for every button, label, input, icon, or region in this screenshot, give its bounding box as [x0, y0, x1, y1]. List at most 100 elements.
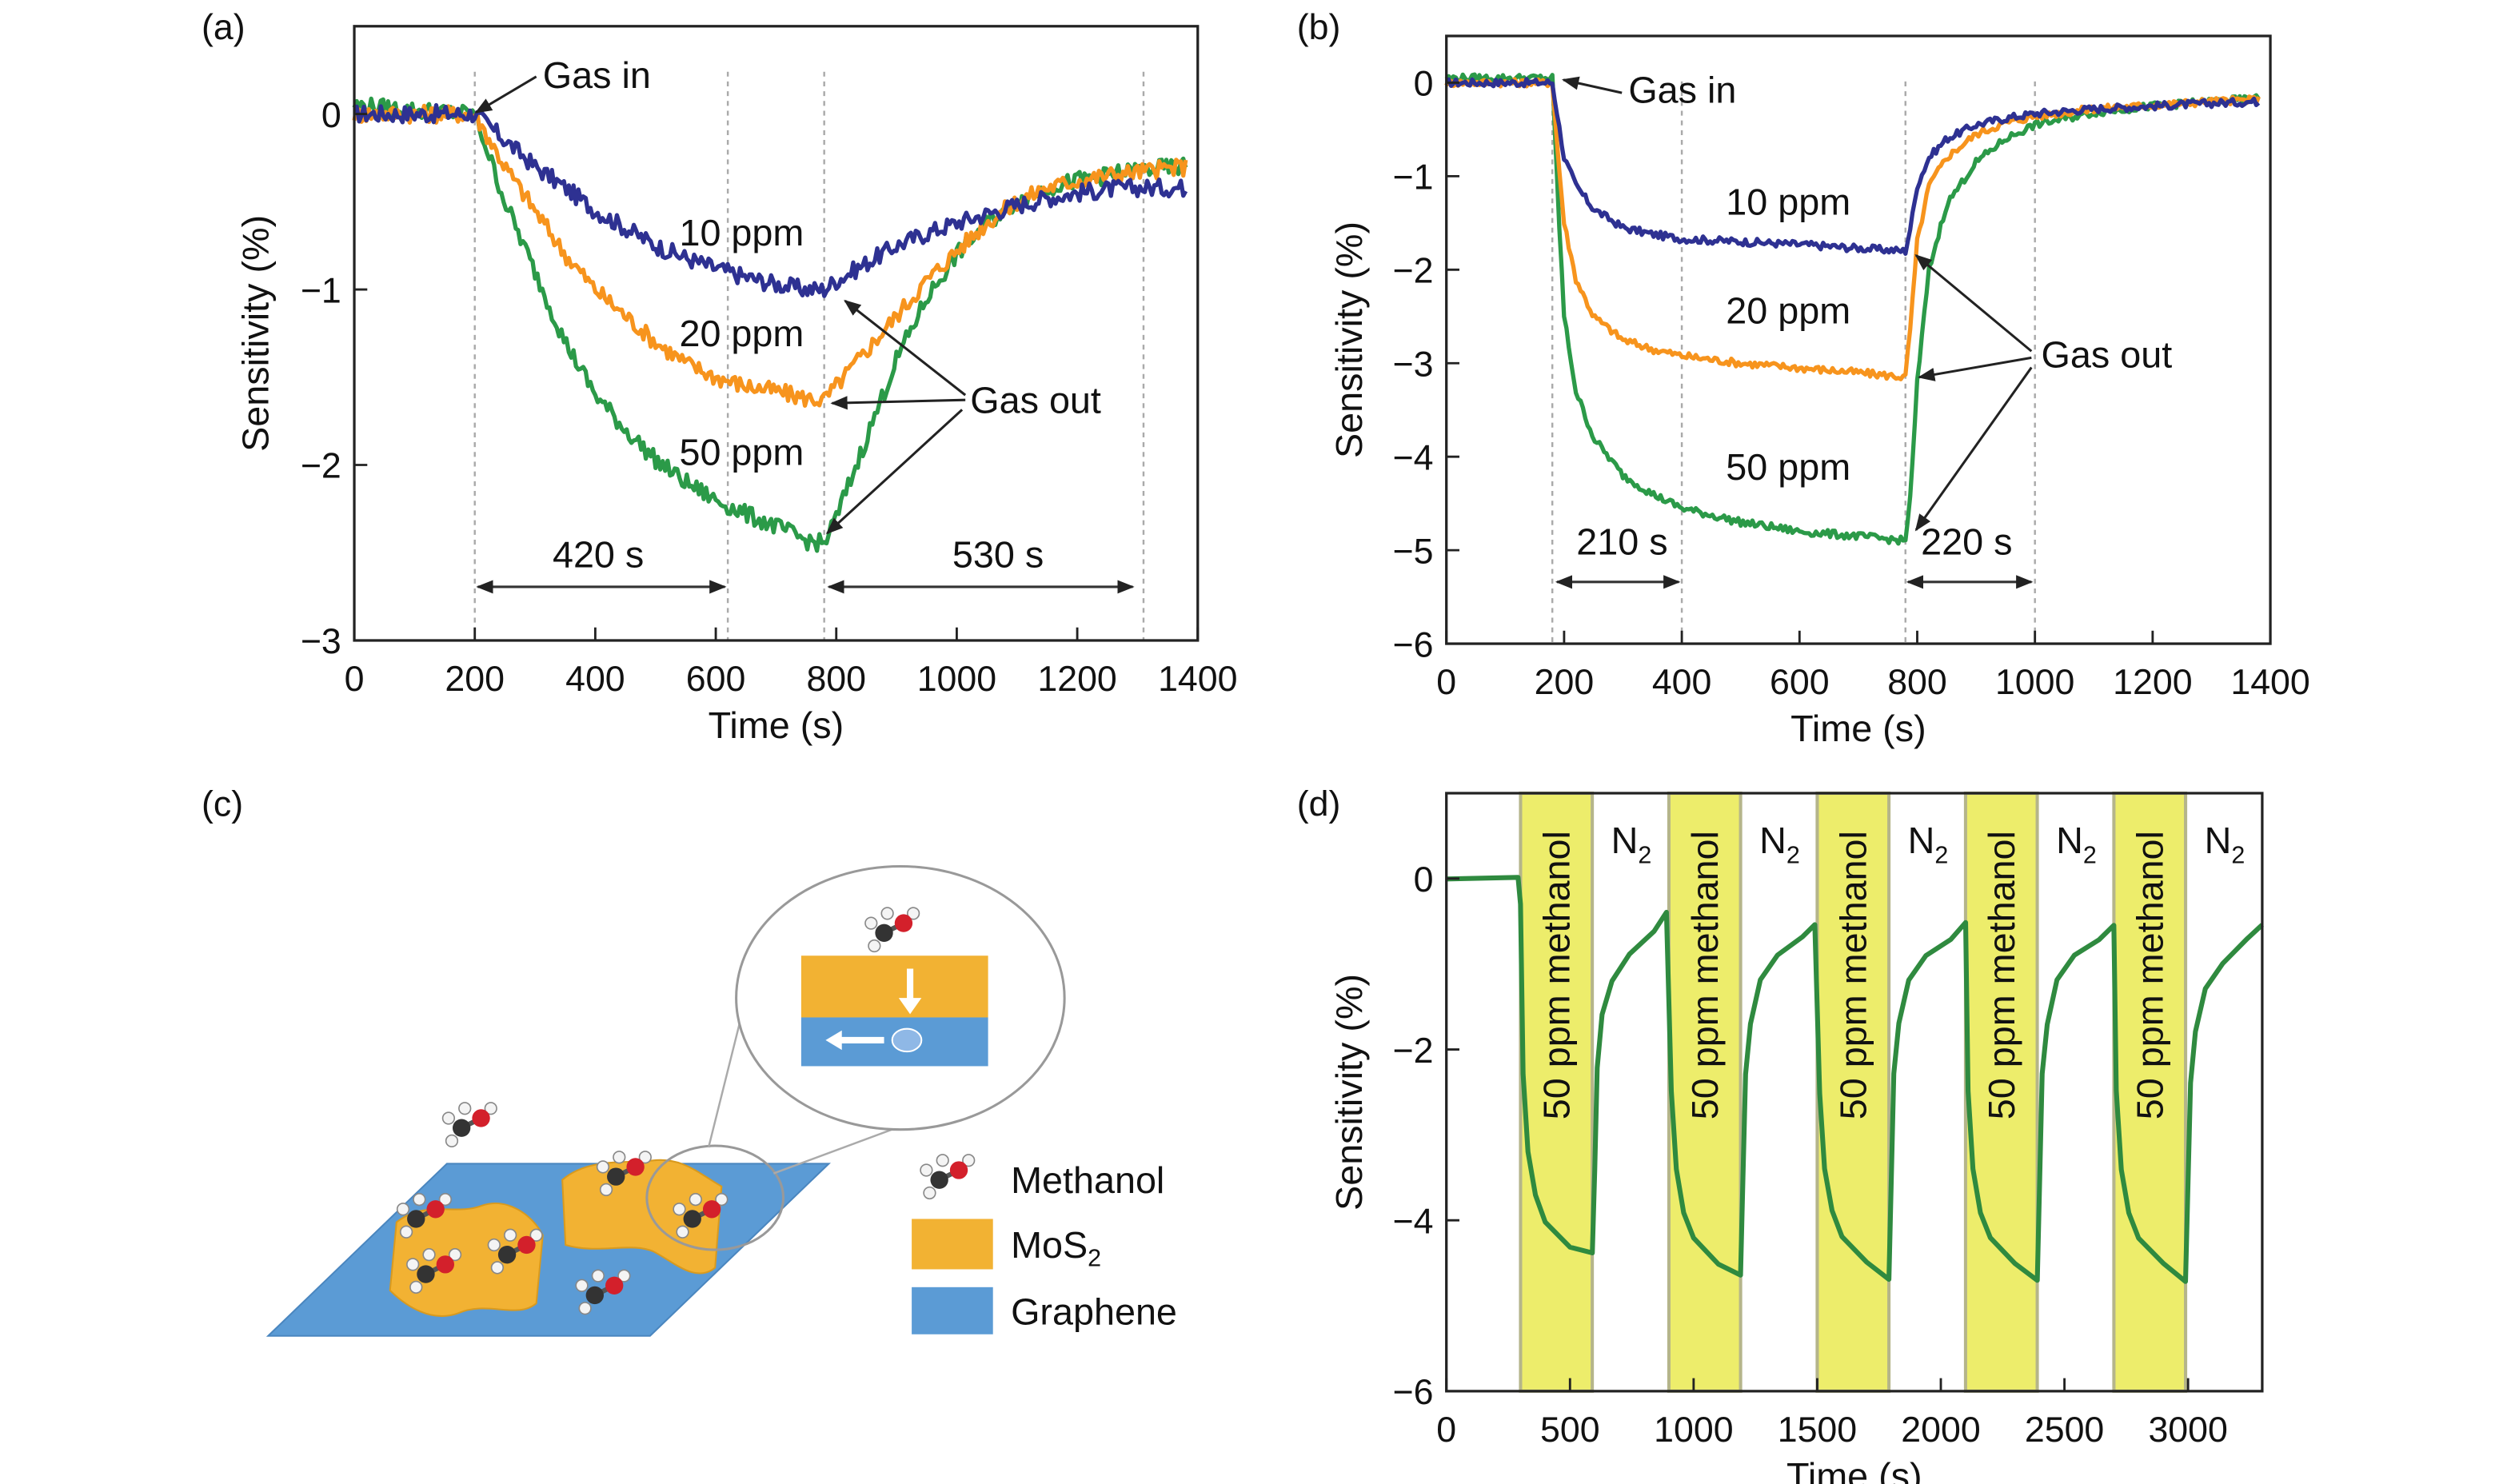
gas-out-arrow: [844, 299, 967, 397]
n2-subscript: 2: [2083, 841, 2097, 868]
carbon-atom: [417, 1265, 435, 1283]
plot-frame: [353, 25, 1200, 642]
hydrogen-atom: [413, 1192, 426, 1207]
hydrogen-atom: [689, 1192, 702, 1207]
y-tick-label: −1: [301, 271, 341, 310]
n2-subscript: 2: [1934, 841, 1948, 868]
methanol-molecule-icon: [673, 1192, 729, 1239]
annotations-b: Gas in 10 ppm 20 ppm 50 ppm Gas out 210 …: [1555, 69, 2173, 589]
hydrogen-atom: [438, 1192, 452, 1207]
n2-label: N2: [1908, 820, 1949, 868]
y-tick-label: 0: [321, 96, 341, 135]
hydrogen-atom: [868, 939, 881, 953]
x-tick-label: 2500: [2025, 1410, 2104, 1450]
y-tick-label: 0: [1414, 860, 1434, 900]
legend-label-mos2: MoS2: [1011, 1224, 1101, 1271]
x-tick-label: 1400: [1158, 660, 1237, 699]
x-tick-label: 1000: [1654, 1410, 1733, 1450]
x-tick-label: 1500: [1778, 1410, 1857, 1450]
gas-out-arrow: [1914, 253, 2033, 353]
panel-label-b: (b): [1297, 8, 1341, 47]
methanol-molecules: [396, 907, 920, 1315]
hydrogen-atom: [591, 1269, 605, 1283]
duration-label: 530 s: [952, 534, 1044, 576]
n2-text: N: [1759, 820, 1786, 861]
label-50ppm: 50 ppm: [1726, 446, 1850, 488]
y-tick-label: −4: [1392, 438, 1433, 477]
methanol-molecule-icon: [487, 1228, 543, 1275]
hydrogen-atom: [406, 1258, 420, 1271]
hydrogen-atom: [864, 916, 878, 930]
y-axis-label: Sensitivity (%): [1328, 221, 1370, 458]
panel-label-d: (d): [1297, 784, 1341, 824]
methanol-molecule-icon: [396, 1192, 452, 1239]
hydrogen-atom: [936, 1154, 949, 1167]
gas-in-arrow: [1561, 76, 1623, 94]
x-tick-label: 200: [1535, 663, 1595, 702]
hydrogen-atom: [880, 907, 894, 920]
x-tick-label: 600: [686, 660, 746, 699]
x-axis-label: Time (s): [1786, 1455, 1922, 1484]
y-tick-label: −2: [1392, 1031, 1433, 1071]
hydrogen-atom: [906, 907, 920, 920]
label-50ppm: 50 ppm: [679, 431, 804, 473]
band-label: 50 ppm methanol: [1833, 831, 1874, 1119]
series-line-50ppm: [1444, 72, 2261, 546]
plot-frame: [1445, 34, 2272, 645]
gas-in-label: Gas in: [1628, 69, 1736, 110]
gas-out-label: Gas out: [2042, 334, 2173, 376]
hydrogen-atom: [673, 1203, 686, 1216]
chart-a: 0 200 400 600 800 1000 1200 1400 0 −1 −2 −3 Time (s)…: [234, 25, 1237, 746]
y-axis-label: Sensitivity (%): [1328, 974, 1370, 1211]
x-tick-label: 1000: [917, 660, 996, 699]
panel-label-a: (a): [202, 8, 246, 47]
n2-text: N: [1611, 820, 1639, 861]
y-tick-label: −5: [1392, 532, 1433, 571]
y-tick-label: −1: [1392, 158, 1433, 197]
oxygen-atom: [894, 914, 913, 932]
carbon-atom: [407, 1210, 425, 1228]
hydrogen-atom: [396, 1203, 410, 1216]
hydrogen-atom: [422, 1248, 436, 1262]
hydrogen-atom: [441, 1111, 456, 1125]
hydrogen-atom: [613, 1151, 626, 1164]
duration-label: 420 s: [553, 534, 644, 576]
y-tick-label: −6: [1392, 625, 1433, 664]
methanol-molecule-icon: [575, 1269, 631, 1315]
oxygen-atom: [436, 1255, 455, 1274]
chart-b: 0 200 400 600 800 1000 1200 1400 0 −1 −2 −3 −4 −5 −6 Ti…: [1328, 34, 2310, 749]
x-tick-label: 2000: [1901, 1410, 1980, 1450]
zoom-region: [645, 1144, 785, 1251]
carbon-atom: [930, 1171, 948, 1189]
methanol-molecule-icon: [920, 1154, 976, 1200]
hydrogen-atom: [599, 1183, 613, 1197]
hydrogen-atom: [487, 1238, 501, 1252]
hydrogen-atom: [578, 1302, 592, 1315]
gas-out-arrow: [825, 409, 964, 535]
x-tick-label: 0: [1436, 1410, 1456, 1450]
carbon-atom: [607, 1167, 625, 1186]
label-10ppm: 10 ppm: [1726, 182, 1850, 223]
panel-label-c: (c): [202, 784, 243, 824]
x-tick-label: 200: [445, 660, 505, 699]
n2-label: N2: [2056, 820, 2097, 868]
arrow-head-icon: [898, 998, 922, 1015]
hydrogen-atom: [638, 1151, 652, 1164]
mos2-subscript: 2: [1088, 1244, 1101, 1271]
gas-out-arrow: [1914, 366, 2033, 532]
mos2-text: MoS: [1011, 1224, 1088, 1266]
series-line-20ppm: [352, 103, 1188, 408]
hydrogen-atom: [529, 1228, 543, 1242]
n2-text: N: [1908, 820, 1935, 861]
hydrogen-atom: [399, 1225, 413, 1239]
series-line-50ppm: [352, 96, 1188, 553]
x-tick-label: 0: [345, 660, 365, 699]
x-tick-label: 0: [1436, 663, 1456, 702]
label-20ppm: 20 ppm: [1726, 290, 1850, 332]
n2-label: N2: [1611, 820, 1652, 868]
oxygen-atom: [517, 1235, 536, 1255]
diagram-mos2-graphene: Methanol MoS2 Graphene: [265, 864, 1177, 1337]
series-line: [1446, 875, 2264, 1284]
graphene-swatch: [912, 1287, 993, 1334]
oxygen-atom: [626, 1158, 645, 1176]
